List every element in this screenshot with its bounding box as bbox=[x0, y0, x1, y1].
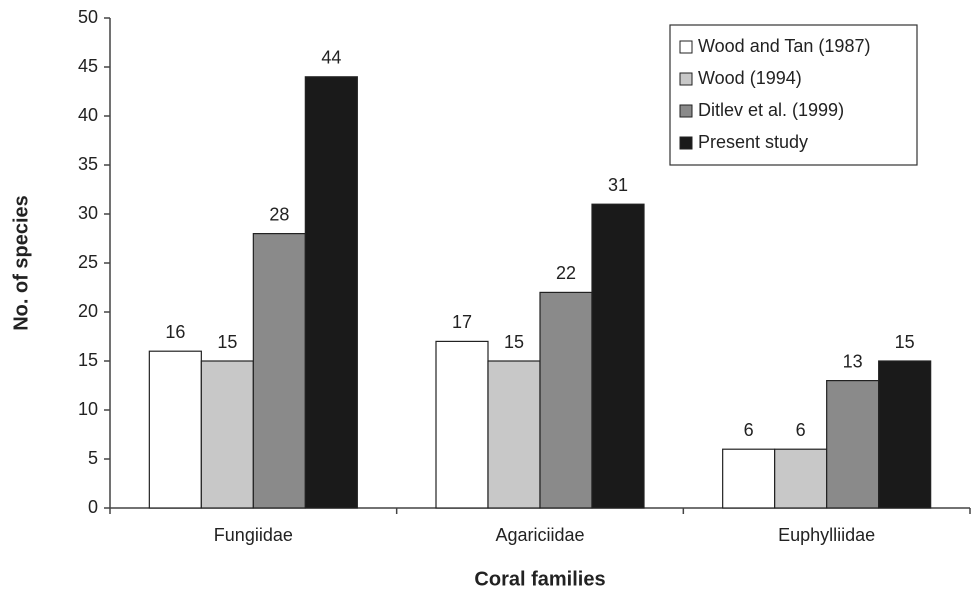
y-tick-label: 45 bbox=[78, 56, 98, 76]
value-label: 22 bbox=[556, 263, 576, 283]
bar bbox=[591, 203, 645, 509]
bar bbox=[539, 291, 593, 509]
legend-label: Ditlev et al. (1999) bbox=[698, 100, 844, 120]
x-axis-title: Coral families bbox=[474, 568, 605, 590]
y-axis-title: No. of species bbox=[10, 195, 32, 331]
y-tick-label: 5 bbox=[88, 448, 98, 468]
legend-swatch bbox=[679, 104, 693, 118]
y-tick-label: 0 bbox=[88, 497, 98, 517]
y-tick-label: 30 bbox=[78, 203, 98, 223]
bar bbox=[487, 360, 541, 509]
value-label: 44 bbox=[321, 48, 341, 68]
value-label: 15 bbox=[217, 332, 237, 352]
legend-swatch bbox=[679, 72, 693, 86]
legend-box bbox=[669, 24, 918, 166]
y-tick-label: 15 bbox=[78, 350, 98, 370]
value-label: 13 bbox=[843, 351, 863, 371]
value-label: 17 bbox=[452, 312, 472, 332]
value-label: 6 bbox=[796, 420, 806, 440]
bar bbox=[722, 448, 776, 509]
y-tick-label: 35 bbox=[78, 154, 98, 174]
legend-label: Wood (1994) bbox=[698, 68, 802, 88]
value-label: 28 bbox=[269, 204, 289, 224]
x-tick-label: Agariciidae bbox=[495, 525, 584, 545]
bar bbox=[252, 233, 306, 509]
value-label: 6 bbox=[744, 420, 754, 440]
legend-swatch bbox=[679, 40, 693, 54]
legend-label: Present study bbox=[698, 132, 808, 152]
x-tick-label: Fungiidae bbox=[214, 525, 293, 545]
legend-swatch bbox=[679, 136, 693, 150]
bar bbox=[774, 448, 828, 509]
bar bbox=[435, 340, 489, 509]
y-tick-label: 10 bbox=[78, 399, 98, 419]
value-label: 15 bbox=[504, 332, 524, 352]
bar bbox=[878, 360, 932, 509]
bar bbox=[148, 350, 202, 509]
y-tick-label: 40 bbox=[78, 105, 98, 125]
bar bbox=[826, 380, 880, 509]
bar bbox=[200, 360, 254, 509]
value-label: 31 bbox=[608, 175, 628, 195]
value-label: 15 bbox=[895, 332, 915, 352]
y-tick-label: 20 bbox=[78, 301, 98, 321]
y-tick-label: 50 bbox=[78, 7, 98, 27]
x-tick-label: Euphylliidae bbox=[778, 525, 875, 545]
bar bbox=[304, 76, 358, 509]
y-tick-label: 25 bbox=[78, 252, 98, 272]
value-label: 16 bbox=[165, 322, 185, 342]
legend-label: Wood and Tan (1987) bbox=[698, 36, 870, 56]
